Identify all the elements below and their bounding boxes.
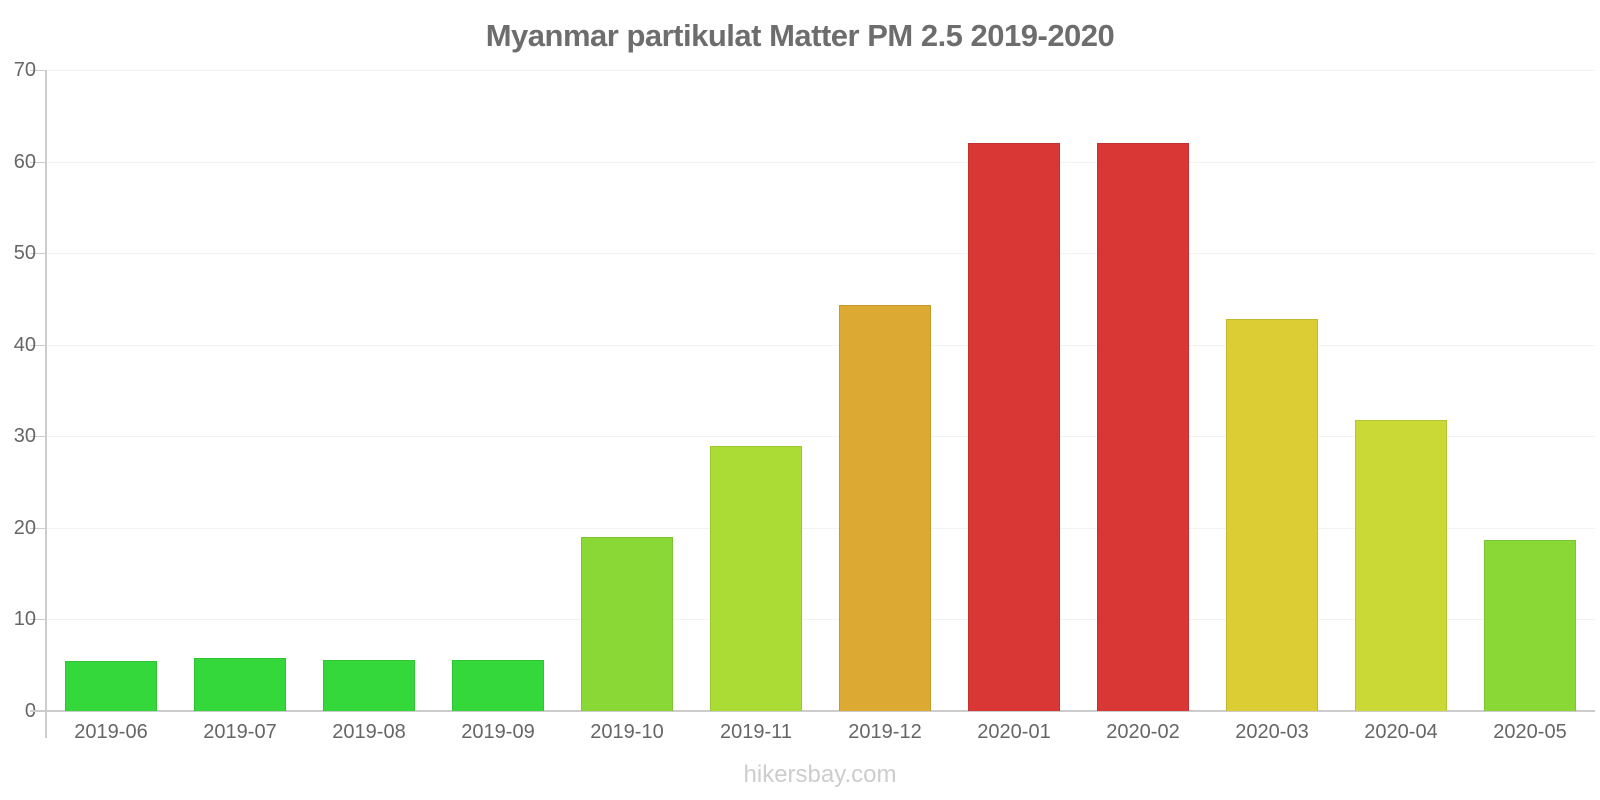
bar-2020-01[interactable]: [968, 143, 1060, 711]
y-axis-tick-label-50: 50: [13, 242, 36, 264]
gridline-y-60: [46, 162, 1595, 163]
bar-2019-10[interactable]: [581, 537, 673, 711]
y-axis-tick-label-30: 30: [13, 425, 36, 447]
y-axis-line: [45, 70, 47, 738]
y-axis-tick-10: [30, 619, 46, 620]
bar-2019-12[interactable]: [839, 305, 931, 711]
x-axis-label-2019-08: 2019-08: [332, 721, 406, 743]
bar-2019-08[interactable]: [323, 660, 415, 711]
x-axis-label-2019-07: 2019-07: [203, 721, 277, 743]
y-axis-tick-label-10: 10: [13, 608, 36, 630]
x-axis-label-2020-01: 2020-01: [977, 721, 1051, 743]
gridline-y-20: [46, 528, 1595, 529]
y-axis-tick-label-60: 60: [13, 151, 36, 173]
x-axis-label-2019-10: 2019-10: [590, 721, 664, 743]
gridline-y-50: [46, 253, 1595, 254]
y-axis-tick-40: [30, 345, 46, 346]
bar-2019-07[interactable]: [194, 658, 286, 711]
x-axis-label-2020-02: 2020-02: [1106, 721, 1180, 743]
y-axis-tick-label-20: 20: [13, 517, 36, 539]
bar-2020-04[interactable]: [1355, 420, 1447, 711]
bar-2019-06[interactable]: [65, 661, 157, 711]
bar-2020-05[interactable]: [1484, 540, 1576, 711]
y-axis-tick-20: [30, 528, 46, 529]
bar-2019-09[interactable]: [452, 660, 544, 711]
bar-2020-03[interactable]: [1226, 319, 1318, 711]
x-axis-label-2019-12: 2019-12: [848, 721, 922, 743]
gridline-y-30: [46, 436, 1595, 437]
x-axis-label-2020-04: 2020-04: [1364, 721, 1438, 743]
watermark-hikersbay: hikersbay.com: [743, 761, 897, 788]
y-axis-tick-label-70: 70: [13, 59, 36, 81]
y-axis-tick-label-40: 40: [13, 334, 36, 356]
y-axis-tick-30: [30, 436, 46, 437]
x-axis-label-2019-09: 2019-09: [461, 721, 535, 743]
bar-2020-02[interactable]: [1097, 143, 1189, 711]
chart-title: Myanmar partikulat Matter PM 2.5 2019-20…: [485, 18, 1115, 53]
bar-2019-11[interactable]: [710, 446, 802, 711]
y-axis-tick-70: [30, 70, 46, 71]
gridline-y-70: [46, 70, 1595, 71]
gridline-y-40: [46, 345, 1595, 346]
x-axis-label-2019-06: 2019-06: [74, 721, 148, 743]
gridline-y-10: [46, 619, 1595, 620]
x-axis-line: [30, 710, 1595, 712]
x-axis-label-2020-03: 2020-03: [1235, 721, 1309, 743]
x-axis-label-2019-11: 2019-11: [720, 721, 792, 743]
y-axis-tick-60: [30, 162, 46, 163]
y-axis-tick-50: [30, 253, 46, 254]
x-axis-label-2020-05: 2020-05: [1493, 721, 1567, 743]
